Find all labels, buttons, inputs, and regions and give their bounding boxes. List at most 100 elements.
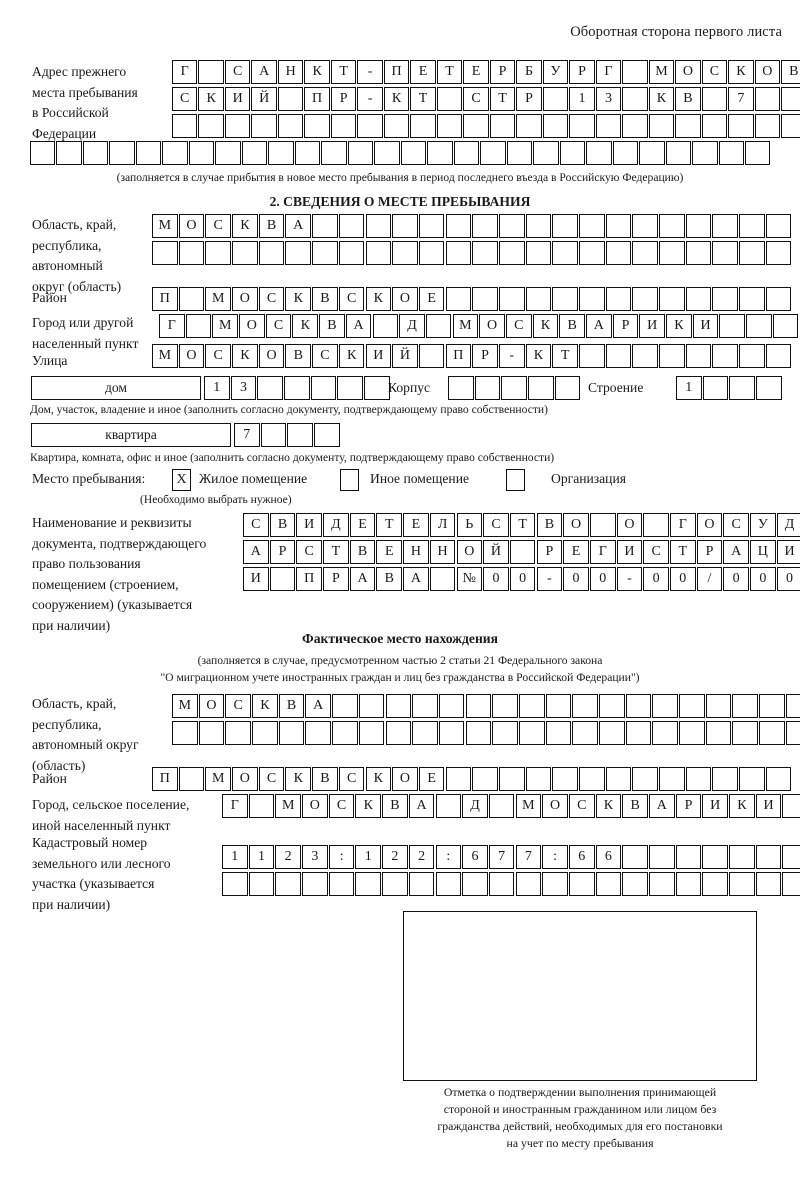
char-cell[interactable] bbox=[702, 872, 728, 896]
char-cell[interactable] bbox=[572, 694, 598, 718]
char-cell[interactable]: Е bbox=[410, 60, 436, 84]
char-cell[interactable] bbox=[314, 423, 340, 447]
char-cell[interactable] bbox=[782, 872, 800, 896]
char-cell[interactable]: К bbox=[365, 287, 392, 311]
char-cell[interactable]: / bbox=[696, 567, 723, 591]
char-cell[interactable]: Т bbox=[670, 540, 696, 564]
char-cell[interactable] bbox=[525, 241, 552, 265]
char-cell[interactable] bbox=[506, 141, 533, 165]
char-cell[interactable] bbox=[162, 141, 188, 165]
char-cell[interactable]: С bbox=[225, 694, 251, 718]
char-cell[interactable]: А bbox=[403, 567, 429, 591]
char-cell[interactable]: М bbox=[205, 287, 231, 311]
char-cell[interactable]: Р bbox=[696, 540, 723, 564]
char-cell[interactable] bbox=[188, 141, 215, 165]
char-cell[interactable] bbox=[622, 114, 648, 138]
char-cell[interactable] bbox=[586, 141, 612, 165]
char-cell[interactable] bbox=[759, 694, 785, 718]
char-cell[interactable] bbox=[782, 794, 800, 818]
char-cell[interactable] bbox=[639, 141, 665, 165]
char-cell[interactable]: Ь bbox=[456, 513, 483, 537]
char-cell[interactable]: Г bbox=[670, 513, 696, 537]
char-cell[interactable]: К bbox=[338, 344, 365, 368]
char-cell[interactable] bbox=[599, 694, 625, 718]
char-cell[interactable]: Д bbox=[776, 513, 800, 537]
char-cell[interactable] bbox=[625, 721, 652, 745]
char-cell[interactable]: К bbox=[285, 767, 312, 791]
char-cell[interactable]: В bbox=[312, 287, 338, 311]
char-cell[interactable]: Т bbox=[323, 540, 349, 564]
char-cell[interactable]: А bbox=[305, 694, 332, 718]
char-cell[interactable] bbox=[82, 141, 109, 165]
char-cell[interactable]: Т bbox=[489, 87, 516, 111]
char-cell[interactable]: Д bbox=[399, 314, 425, 338]
char-cell[interactable] bbox=[436, 114, 463, 138]
char-cell[interactable]: Г bbox=[595, 60, 622, 84]
char-cell[interactable]: К bbox=[666, 314, 692, 338]
char-cell[interactable] bbox=[225, 721, 251, 745]
char-cell[interactable] bbox=[172, 721, 198, 745]
char-cell[interactable]: Д bbox=[323, 513, 349, 537]
char-cell[interactable] bbox=[605, 344, 632, 368]
char-cell[interactable] bbox=[260, 423, 287, 447]
char-cell[interactable] bbox=[754, 87, 781, 111]
char-cell[interactable] bbox=[525, 287, 552, 311]
char-cell[interactable] bbox=[746, 314, 772, 338]
char-cell[interactable] bbox=[472, 214, 498, 238]
char-cell[interactable]: Р bbox=[489, 60, 516, 84]
char-cell[interactable]: К bbox=[729, 794, 755, 818]
char-cell[interactable] bbox=[312, 241, 338, 265]
char-cell[interactable] bbox=[465, 721, 492, 745]
char-cell[interactable] bbox=[312, 214, 338, 238]
char-cell[interactable]: М bbox=[515, 794, 542, 818]
char-cell[interactable] bbox=[632, 287, 658, 311]
char-cell[interactable] bbox=[224, 114, 251, 138]
char-cell[interactable]: О bbox=[542, 794, 568, 818]
char-cell[interactable]: О bbox=[239, 314, 265, 338]
char-cell[interactable] bbox=[782, 845, 800, 869]
char-cell[interactable]: С bbox=[483, 513, 509, 537]
char-cell[interactable]: И bbox=[639, 314, 665, 338]
char-cell[interactable] bbox=[518, 721, 545, 745]
char-cell[interactable]: В bbox=[675, 87, 701, 111]
char-cell[interactable]: В bbox=[269, 513, 296, 537]
char-cell[interactable]: И bbox=[243, 567, 269, 591]
char-cell[interactable] bbox=[675, 845, 702, 869]
char-cell[interactable] bbox=[692, 141, 718, 165]
char-cell[interactable] bbox=[275, 872, 301, 896]
char-cell[interactable] bbox=[472, 241, 498, 265]
char-cell[interactable]: А bbox=[723, 540, 749, 564]
char-cell[interactable] bbox=[643, 513, 669, 537]
char-cell[interactable] bbox=[568, 872, 595, 896]
char-cell[interactable]: 2 bbox=[382, 845, 408, 869]
char-cell[interactable] bbox=[515, 872, 542, 896]
char-cell[interactable]: С bbox=[338, 767, 365, 791]
char-cell[interactable]: 2 bbox=[275, 845, 301, 869]
char-cell[interactable] bbox=[595, 872, 622, 896]
char-cell[interactable] bbox=[257, 376, 283, 400]
char-cell[interactable]: В bbox=[781, 60, 800, 84]
char-cell[interactable]: 0 bbox=[776, 567, 800, 591]
char-cell[interactable] bbox=[632, 241, 658, 265]
char-cell[interactable]: С bbox=[723, 513, 749, 537]
char-cell[interactable] bbox=[712, 241, 739, 265]
char-cell[interactable] bbox=[383, 114, 410, 138]
char-cell[interactable] bbox=[338, 241, 365, 265]
char-cell[interactable]: И bbox=[692, 314, 719, 338]
char-cell[interactable] bbox=[572, 721, 598, 745]
char-cell[interactable] bbox=[675, 114, 701, 138]
char-cell[interactable] bbox=[365, 214, 392, 238]
char-cell[interactable] bbox=[701, 114, 728, 138]
char-cell[interactable]: С bbox=[258, 287, 285, 311]
char-cell[interactable] bbox=[718, 141, 744, 165]
char-cell[interactable]: А bbox=[285, 214, 312, 238]
char-cell[interactable] bbox=[719, 314, 746, 338]
char-cell[interactable]: 7 bbox=[515, 845, 542, 869]
char-cell[interactable]: В bbox=[319, 314, 345, 338]
char-cell[interactable] bbox=[294, 141, 321, 165]
char-cell[interactable] bbox=[528, 376, 554, 400]
